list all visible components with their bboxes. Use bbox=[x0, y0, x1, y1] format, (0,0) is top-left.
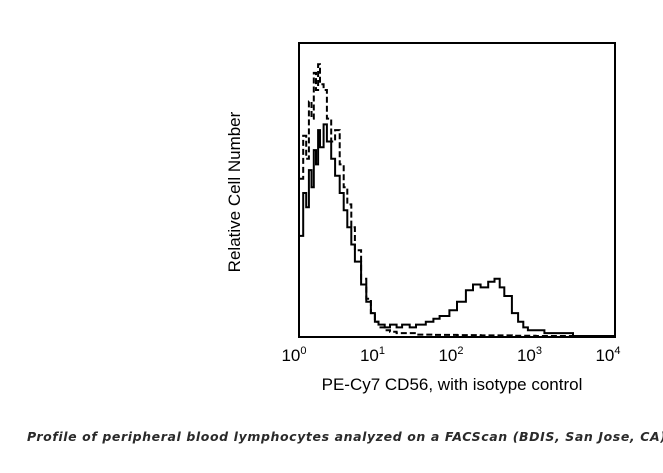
series-layer bbox=[300, 63, 614, 337]
x-tick-label-0: 100 bbox=[281, 345, 306, 365]
figure-caption: Profile of peripheral blood lymphocytes … bbox=[27, 429, 663, 444]
x-tick-labels: 100 101 102 103 104 bbox=[281, 345, 620, 365]
plot-frame bbox=[298, 42, 616, 338]
x-tick-label-3: 103 bbox=[517, 345, 542, 365]
x-axis-label: PE-Cy7 CD56, with isotype control bbox=[322, 375, 583, 394]
x-tick-label-1: 101 bbox=[360, 345, 385, 365]
y-axis-label: Relative Cell Number bbox=[225, 111, 244, 272]
isotype-control-series-line bbox=[300, 63, 614, 337]
x-tick-label-2: 102 bbox=[438, 345, 463, 365]
x-tick-label-4: 104 bbox=[595, 345, 620, 365]
pe-cy7-cd56-series-line bbox=[300, 123, 614, 337]
